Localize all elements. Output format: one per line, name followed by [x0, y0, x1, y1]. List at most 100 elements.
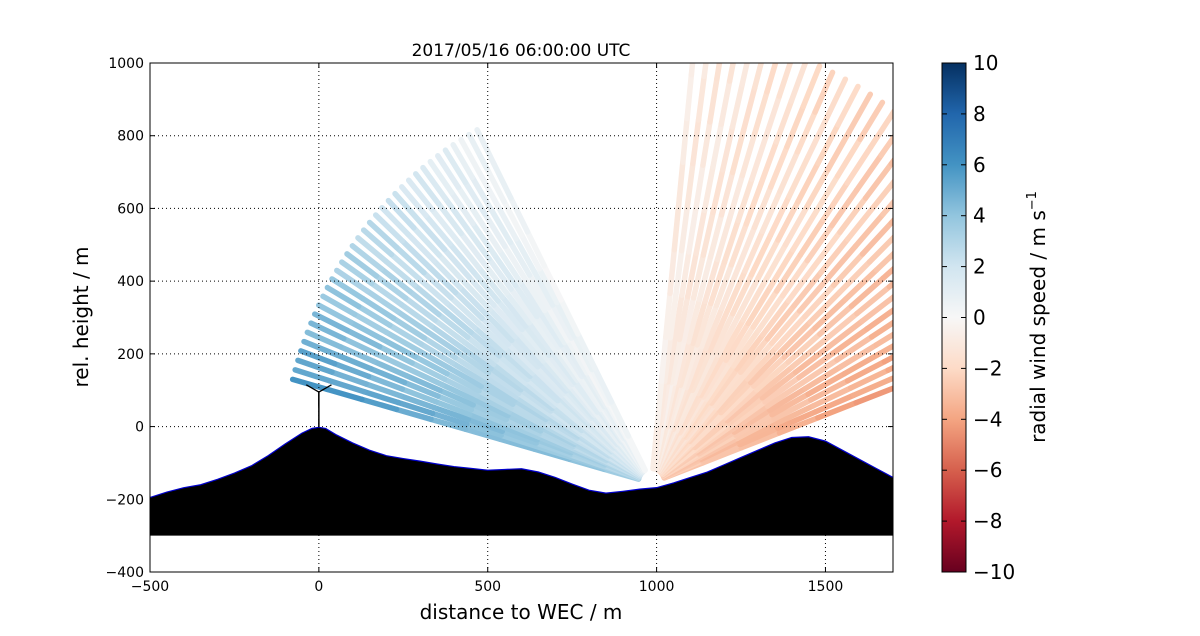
colorbar-tick-label: −4	[973, 407, 1002, 431]
west-sector-beam-segment	[395, 399, 436, 417]
x-tick-label: −500	[131, 579, 169, 595]
west-sector-beam-segment	[494, 202, 519, 242]
east-sector-beam-segment	[788, 63, 809, 104]
west-sector-beam-segment	[388, 251, 422, 282]
west-sector-beam-segment	[554, 299, 578, 339]
west-sector-beam-segment	[447, 241, 477, 276]
west-sector-beam-segment	[500, 424, 541, 443]
west-sector-beam-segment	[470, 220, 498, 258]
east-sector-beam-segment	[707, 75, 720, 125]
east-sector-beam-segment	[785, 331, 823, 365]
west-sector-beam-segment	[435, 153, 462, 191]
east-sector-beam-segment	[743, 180, 765, 227]
west-sector-beam-segment	[575, 331, 598, 371]
west-sector-beam-segment	[431, 258, 463, 291]
west-sector-beam-segment	[472, 397, 511, 419]
west-sector-beam-segment	[541, 263, 564, 303]
east-sector-beam-segment	[688, 63, 696, 78]
east-sector-beam-segment	[907, 212, 938, 241]
west-sector-beam-segment	[485, 370, 522, 397]
x-tick-label: 500	[474, 579, 501, 595]
west-sector-beam-segment	[365, 373, 405, 392]
west-sector-beam-segment	[543, 355, 573, 390]
east-sector-beam-segment	[802, 363, 844, 392]
east-sector-beam-segment	[685, 250, 699, 300]
east-sector-beam-segment	[675, 159, 686, 209]
west-sector-beam-segment	[467, 411, 507, 430]
west-sector-beam-segment	[496, 353, 531, 383]
west-sector-beam-segment	[508, 286, 536, 323]
east-sector-beam-segment	[679, 249, 692, 298]
west-sector-beam-segment	[496, 247, 523, 285]
west-sector-beam-segment	[344, 327, 383, 350]
west-sector-beam-segment	[503, 290, 533, 326]
east-sector-beam-segment	[707, 212, 725, 260]
west-sector-beam-segment	[295, 357, 335, 375]
east-sector-beam-segment	[776, 415, 821, 436]
east-sector-beam-segment	[815, 122, 841, 166]
east-sector-beam-segment	[804, 222, 835, 264]
east-sector-beam-segment	[880, 198, 893, 217]
west-sector-beam-segment	[501, 198, 525, 239]
east-sector-beam-segment	[762, 374, 802, 405]
east-sector-beam-segment	[731, 407, 773, 435]
east-sector-beam-segment	[846, 91, 874, 135]
west-sector-beam-segment	[541, 307, 568, 346]
west-sector-beam-segment	[423, 212, 453, 247]
west-sector-beam-segment	[399, 238, 432, 270]
east-sector-beam-segment	[693, 207, 708, 257]
east-sector-beam-segment	[859, 220, 893, 257]
west-sector-beam-segment	[462, 426, 503, 443]
west-sector-beam-segment	[435, 393, 475, 413]
east-sector-beam-segment	[821, 310, 860, 344]
east-sector-beam-segment	[742, 228, 766, 274]
west-sector-beam-segment	[513, 394, 551, 420]
east-sector-beam-segment	[847, 367, 891, 391]
west-sector-beam-segment	[526, 272, 552, 311]
east-sector-beam-segment	[686, 205, 699, 255]
west-sector-beam-segment	[363, 381, 403, 399]
east-sector-beam-segment	[718, 169, 736, 218]
west-sector-beam-segment	[440, 305, 474, 336]
east-sector-beam-segment	[667, 246, 678, 297]
east-sector-beam-segment	[730, 271, 755, 317]
colorbar-tick-label: 10	[973, 51, 998, 75]
east-sector-beam-segment	[773, 403, 817, 427]
east-sector-beam-segment	[820, 180, 850, 222]
west-sector-beam-segment	[455, 184, 482, 222]
west-sector-beam-segment	[476, 388, 514, 411]
west-sector-beam-segment	[399, 184, 429, 219]
west-sector-beam-segment	[530, 316, 558, 353]
west-sector-beam-segment	[401, 379, 441, 399]
west-sector-beam-segment	[450, 142, 476, 181]
west-sector-beam-segment	[512, 282, 540, 320]
east-sector-beam-segment	[676, 293, 691, 343]
west-sector-beam-segment	[488, 207, 514, 246]
east-sector-beam-segment	[799, 357, 840, 386]
east-sector-beam-segment	[735, 224, 758, 271]
east-sector-beam-segment	[728, 399, 768, 429]
west-sector-beam-segment	[555, 344, 583, 382]
east-sector-beam-segment	[735, 176, 755, 224]
east-sector-beam-segment	[698, 302, 720, 350]
west-sector-beam-segment	[311, 311, 350, 334]
west-sector-beam-segment	[482, 211, 508, 250]
east-sector-beam-segment	[735, 420, 779, 445]
east-sector-beam-segment	[844, 144, 874, 186]
west-sector-beam-segment	[491, 302, 522, 336]
east-sector-beam-segment	[769, 391, 811, 418]
east-sector-beam	[651, 63, 750, 472]
west-sector-beam-segment	[515, 330, 547, 364]
west-sector-beam-segment	[404, 373, 443, 394]
west-sector-beam-segment	[418, 341, 456, 366]
east-sector-beam-segment	[853, 385, 893, 406]
west-sector-beam-segment	[425, 329, 461, 356]
west-sector-beam-segment	[326, 377, 367, 395]
west-sector-beam-segment	[433, 399, 473, 418]
west-sector-beam-segment	[491, 161, 514, 201]
east-sector-beam-segment	[888, 375, 893, 382]
east-sector-beam-segment	[730, 328, 761, 369]
east-sector-beam-segment	[714, 214, 733, 263]
east-sector-beam-segment	[751, 88, 770, 137]
east-sector-beam-segment	[737, 425, 781, 448]
